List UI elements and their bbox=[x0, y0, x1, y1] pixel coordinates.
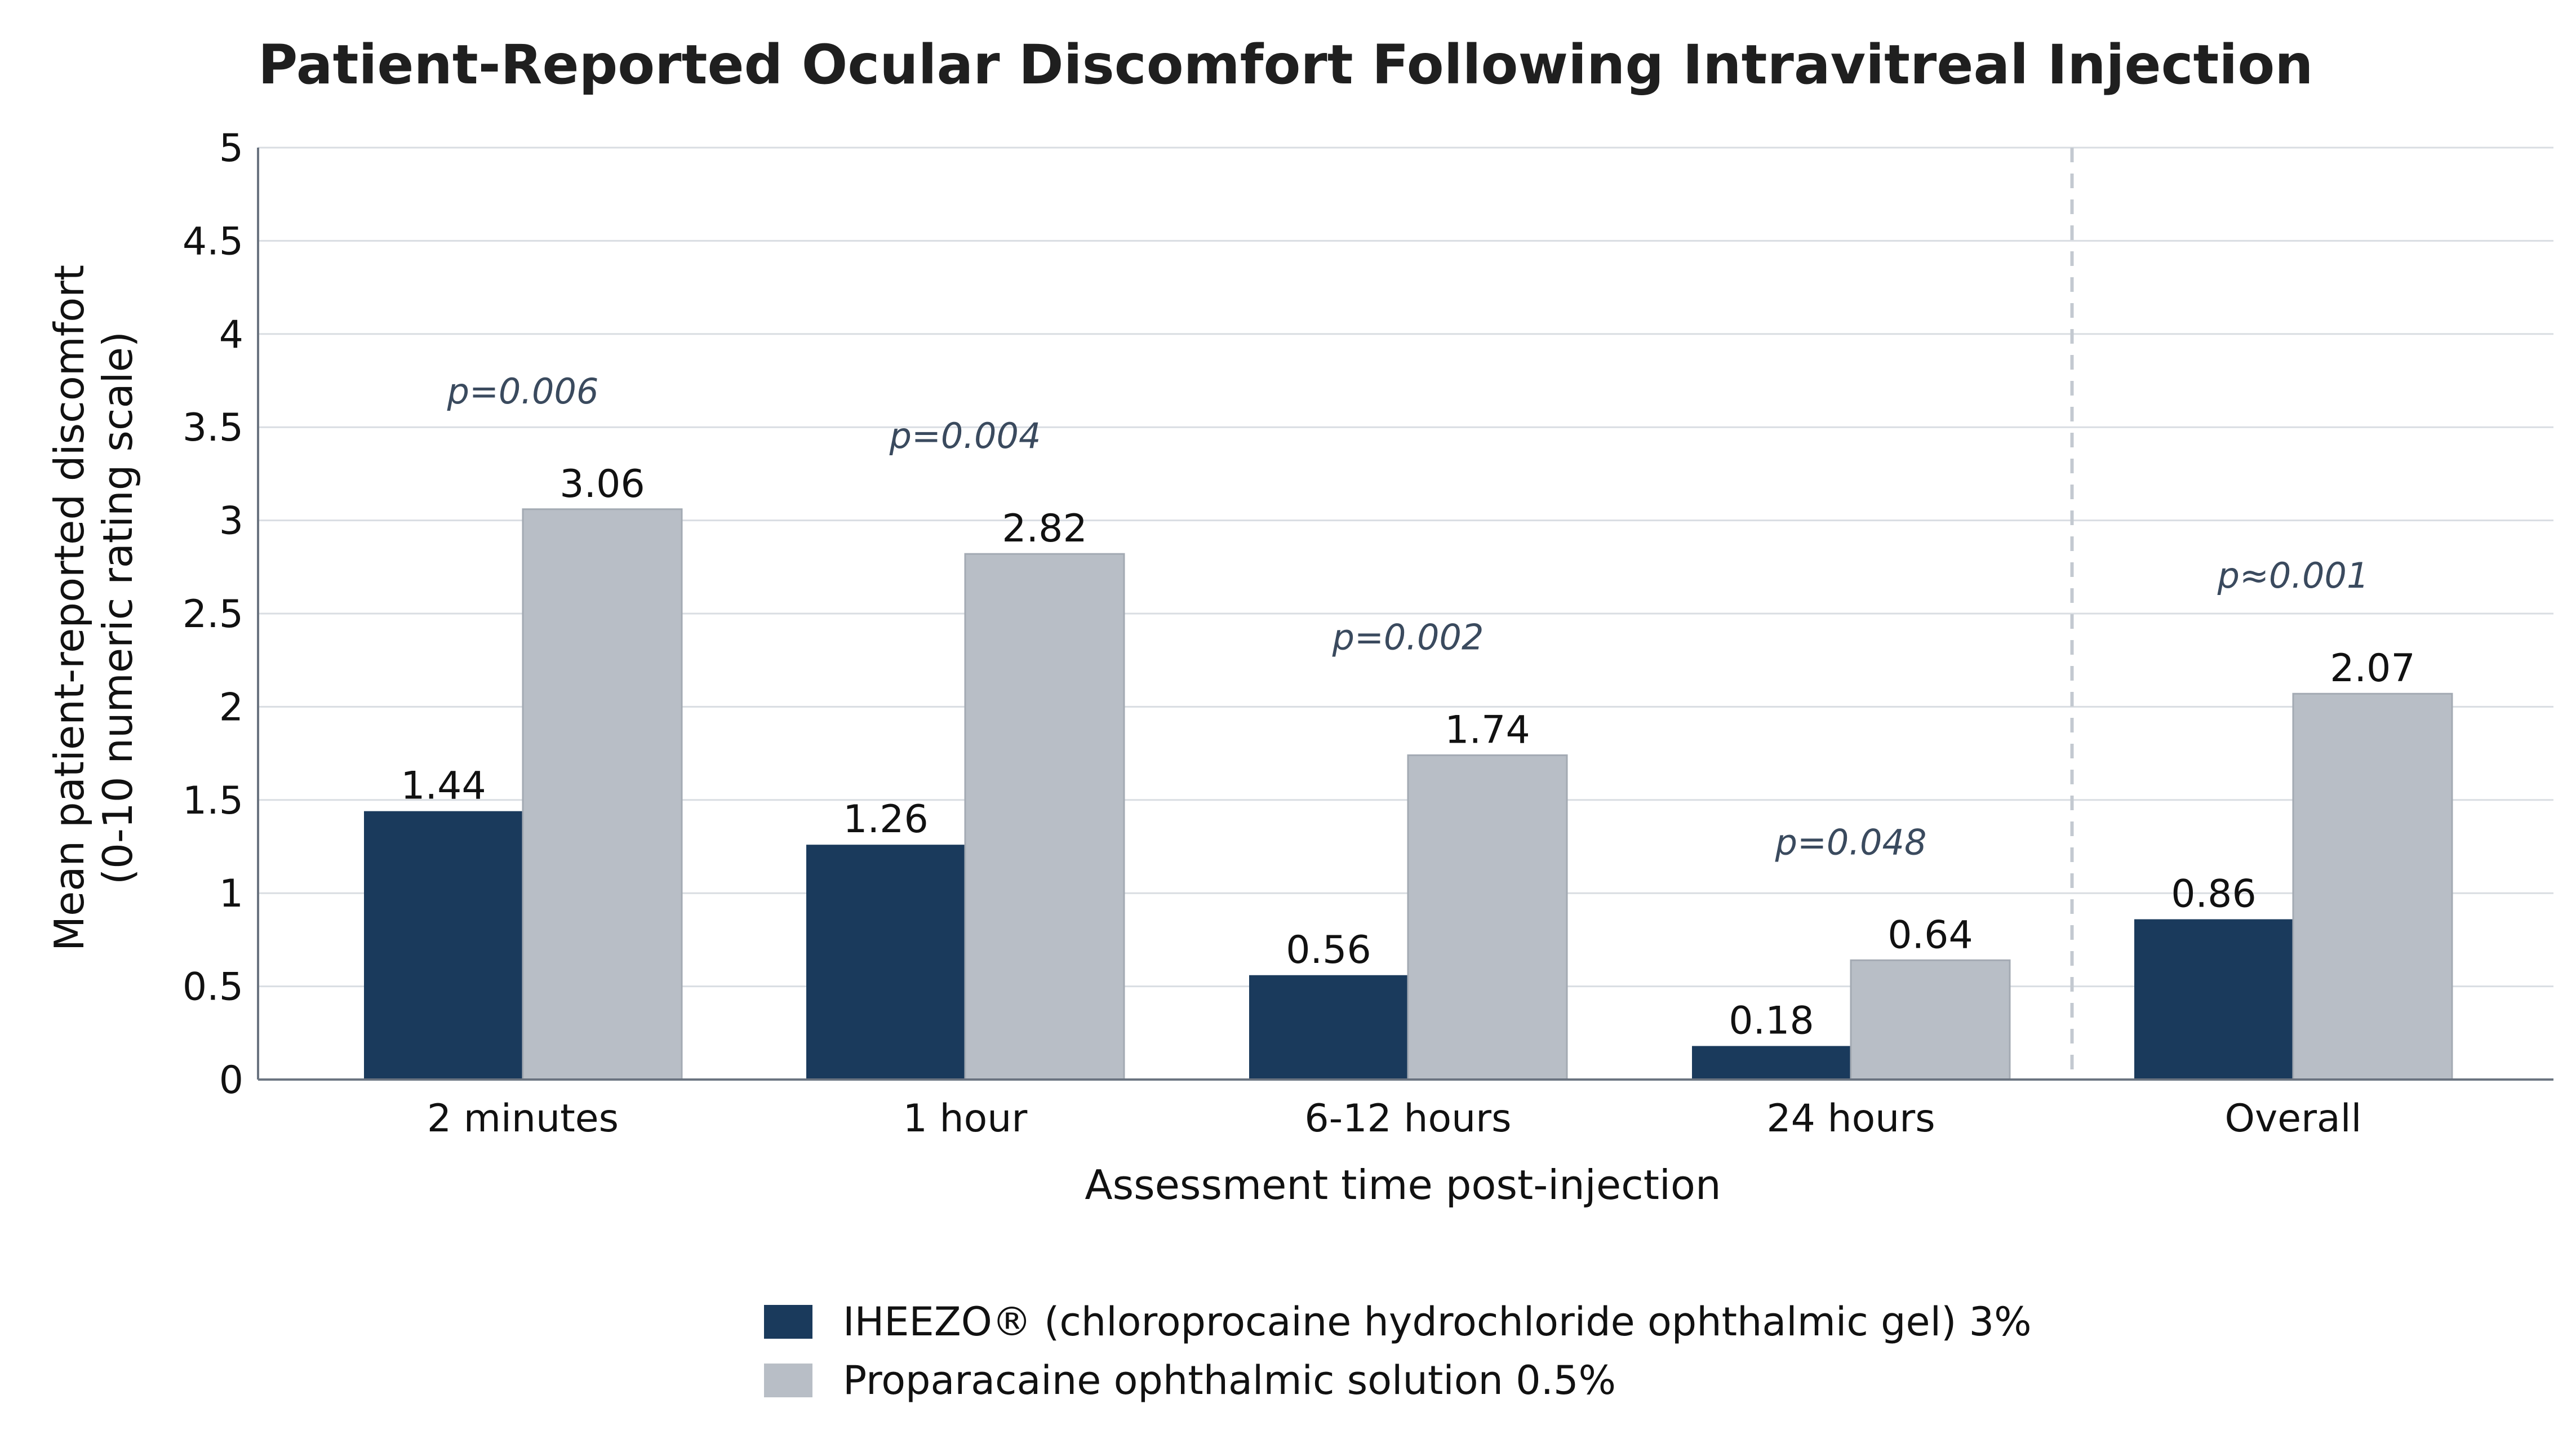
y-axis-title-line2: (0-10 numeric rating scale) bbox=[94, 331, 141, 885]
y-tick-label: 0 bbox=[219, 1058, 243, 1103]
bar-series-2 bbox=[964, 553, 1125, 1081]
y-tick-label: 1 bbox=[219, 872, 243, 916]
value-label-series-1: 0.56 bbox=[1286, 928, 1371, 972]
value-label-series-1: 0.18 bbox=[1729, 998, 1814, 1043]
legend-swatch-series-2 bbox=[764, 1364, 812, 1397]
x-tick-label: 2 minutes bbox=[427, 1096, 619, 1141]
x-axis-title: Assessment time post-injection bbox=[1085, 1161, 1721, 1209]
bar-series-2 bbox=[1407, 754, 1568, 1081]
x-tick-label: 6-12 hours bbox=[1304, 1096, 1511, 1141]
ticks-layer: 0 0.5 1 1.5 2 2.5 3 3.5 4 4.5 5 2 minutes 1 hour 6-12… bbox=[183, 126, 2362, 1141]
chart-title: Patient-Reported Ocular Discomfort Follo… bbox=[258, 33, 2313, 96]
value-label-series-2: 0.64 bbox=[1887, 913, 1973, 957]
bar-series-2 bbox=[2292, 692, 2453, 1081]
p-value-label: p=0.002 bbox=[1332, 616, 1484, 658]
p-value-label: p≈0.001 bbox=[2217, 555, 2369, 596]
value-label-series-2: 2.82 bbox=[1002, 507, 1087, 551]
bar-series-1 bbox=[2134, 919, 2293, 1080]
y-tick-label: 4.5 bbox=[183, 219, 243, 264]
bar-series-1 bbox=[364, 811, 523, 1080]
legend: IHEEZO® (chloroprocaine hydrochloride op… bbox=[764, 1299, 2032, 1404]
p-value-label: p=0.006 bbox=[447, 371, 599, 412]
legend-label-series-1: IHEEZO® (chloroprocaine hydrochloride op… bbox=[843, 1299, 2032, 1345]
p-value-label: p=0.048 bbox=[1775, 821, 1927, 863]
value-label-series-1: 1.44 bbox=[401, 764, 486, 809]
y-tick-label: 0.5 bbox=[183, 965, 243, 1010]
bar-series-1 bbox=[1249, 975, 1408, 1080]
legend-swatch-series-1 bbox=[764, 1305, 812, 1339]
y-tick-label: 3 bbox=[219, 499, 243, 544]
y-tick-label: 2 bbox=[219, 685, 243, 730]
labels-layer: 1.44 3.06 p=0.006 1.26 2.82 p=0.004 0.56 1.74 p=… bbox=[401, 371, 2415, 1043]
y-tick-label: 3.5 bbox=[183, 406, 243, 450]
bar-series-1 bbox=[806, 845, 965, 1080]
bars-layer bbox=[364, 508, 2453, 1081]
value-label-series-2: 3.06 bbox=[559, 462, 645, 507]
value-label-series-1: 1.26 bbox=[843, 797, 928, 842]
bar-series-1 bbox=[1692, 1046, 1851, 1080]
y-axis-title-group: Mean patient-reported discomfort (0-10 n… bbox=[46, 265, 141, 951]
y-tick-label: 2.5 bbox=[183, 592, 243, 637]
y-tick-label: 4 bbox=[219, 313, 243, 357]
x-tick-label: 1 hour bbox=[903, 1096, 1028, 1141]
p-value-label: p=0.004 bbox=[889, 415, 1041, 456]
value-label-series-1: 0.86 bbox=[2171, 872, 2256, 917]
bar-series-2 bbox=[1850, 959, 2011, 1081]
y-tick-label: 1.5 bbox=[183, 779, 243, 823]
x-tick-label: 24 hours bbox=[1766, 1096, 1935, 1141]
y-tick-label: 5 bbox=[219, 126, 243, 171]
y-axis-title-line1: Mean patient-reported discomfort bbox=[46, 265, 93, 951]
value-label-series-2: 1.74 bbox=[1445, 708, 1530, 752]
legend-label-series-2: Proparacaine ophthalmic solution 0.5% bbox=[843, 1357, 1616, 1404]
value-label-series-2: 2.07 bbox=[2330, 646, 2415, 691]
x-tick-label: Overall bbox=[2224, 1096, 2361, 1141]
axes-layer bbox=[257, 148, 2553, 1081]
bar-series-2 bbox=[522, 508, 683, 1081]
